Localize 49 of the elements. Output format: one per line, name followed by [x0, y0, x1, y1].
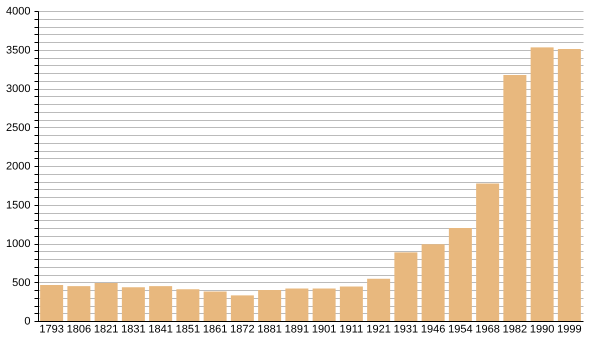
bar [122, 287, 145, 321]
bar [448, 228, 472, 321]
x-tick-label: 1872 [230, 324, 255, 336]
x-tick-label: 1990 [530, 324, 554, 336]
bar [149, 286, 172, 321]
bar [67, 286, 90, 321]
x-tick-label: 1982 [502, 324, 528, 336]
y-tick-label: 1500 [6, 199, 30, 212]
x-tick-label: 1968 [475, 324, 500, 336]
bar [422, 244, 445, 321]
x-tick-label: 1911 [340, 324, 364, 336]
x-tick-label: 1954 [448, 324, 473, 336]
bar [258, 290, 282, 321]
y-tick-label: 0 [24, 316, 30, 328]
y-tick-label: 2000 [6, 160, 30, 172]
bar [204, 292, 227, 321]
y-tick-label: 3500 [6, 44, 30, 56]
x-tick-label: 1821 [94, 324, 118, 336]
y-tick-label: 3000 [6, 83, 30, 95]
bar [340, 286, 363, 321]
x-tick-label: 1806 [66, 324, 92, 336]
y-tick-label: 500 [12, 276, 30, 289]
x-tick-label: 1861 [202, 324, 228, 336]
bar [558, 48, 581, 321]
x-tick-label: 1831 [121, 324, 146, 336]
bar [176, 289, 200, 321]
x-tick-label: 1851 [176, 324, 200, 336]
bar [530, 47, 554, 321]
x-tick-label: 1793 [39, 324, 64, 336]
bar [40, 284, 64, 321]
bar [230, 295, 254, 321]
x-tick-label: 1901 [312, 324, 336, 336]
bar [312, 288, 336, 321]
bar [476, 183, 500, 321]
y-tick-label: 4000 [6, 6, 30, 18]
bar [367, 278, 390, 321]
bar [94, 283, 118, 321]
bar [394, 252, 418, 321]
y-tick-label: 1000 [6, 238, 30, 250]
x-tick-label: 1881 [257, 324, 282, 336]
x-tick-label: 1891 [284, 324, 310, 336]
x-tick-label: 1841 [148, 324, 173, 336]
x-tick-label: 1931 [394, 324, 418, 336]
x-tick-label: 1999 [557, 324, 582, 336]
x-tick-label: 1921 [366, 324, 391, 336]
x-tick-label: 1946 [420, 324, 446, 336]
y-tick-label: 2500 [6, 122, 30, 134]
bar [285, 288, 308, 321]
bar [503, 74, 526, 321]
